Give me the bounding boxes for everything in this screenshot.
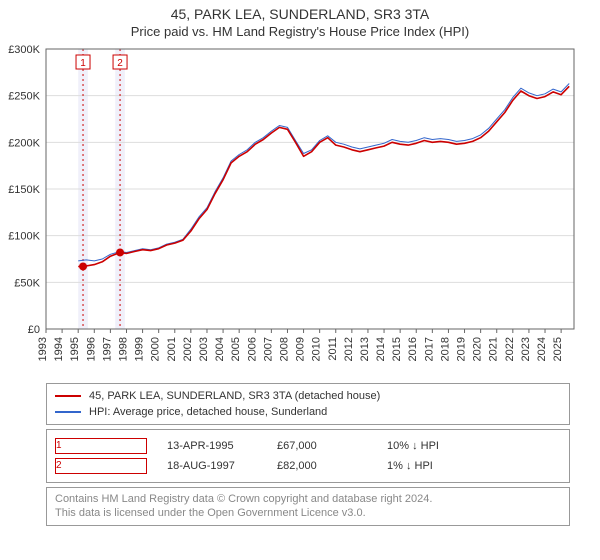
svg-text:2018: 2018	[439, 337, 451, 361]
svg-text:£0: £0	[28, 324, 40, 336]
svg-text:£50K: £50K	[14, 277, 40, 289]
svg-text:2000: 2000	[150, 337, 162, 361]
marker-badge: 1	[55, 438, 147, 454]
svg-text:2002: 2002	[182, 337, 194, 361]
legend-row: HPI: Average price, detached house, Sund…	[55, 404, 561, 420]
svg-text:2020: 2020	[472, 337, 484, 361]
chart-svg: £0 £50K £100K £150K £200K £250K £300K 1 2 1993 199…	[0, 39, 600, 379]
svg-text:1996: 1996	[85, 337, 97, 361]
svg-text:2014: 2014	[375, 337, 387, 361]
svg-text:2023: 2023	[520, 337, 532, 361]
svg-text:2016: 2016	[407, 337, 419, 361]
footer-line: This data is licensed under the Open Gov…	[55, 506, 561, 520]
legend-swatch-icon	[55, 411, 81, 413]
svg-text:£250K: £250K	[8, 91, 40, 103]
svg-text:2022: 2022	[504, 337, 516, 361]
svg-text:1993: 1993	[37, 337, 49, 361]
chart-area: £0 £50K £100K £150K £200K £250K £300K 1 2 1993 199…	[0, 39, 600, 379]
legend-box: 45, PARK LEA, SUNDERLAND, SR3 3TA (detac…	[46, 383, 570, 425]
legend-label: HPI: Average price, detached house, Sund…	[89, 406, 327, 418]
svg-text:£300K: £300K	[8, 44, 40, 56]
legend-swatch-icon	[55, 395, 81, 397]
legend-row: 45, PARK LEA, SUNDERLAND, SR3 3TA (detac…	[55, 388, 561, 404]
chart-title: 45, PARK LEA, SUNDERLAND, SR3 3TA	[0, 6, 600, 22]
svg-text:£100K: £100K	[8, 231, 40, 243]
svg-text:2001: 2001	[166, 337, 178, 361]
chart-subtitle: Price paid vs. HM Land Registry's House …	[0, 24, 600, 39]
svg-text:2009: 2009	[295, 337, 307, 361]
transaction-price: £67,000	[277, 440, 367, 452]
svg-text:1: 1	[80, 58, 86, 69]
svg-text:£200K: £200K	[8, 137, 40, 149]
svg-text:2: 2	[117, 58, 123, 69]
svg-text:1994: 1994	[53, 337, 65, 361]
svg-text:2012: 2012	[343, 337, 355, 361]
transaction-row: 2 18-AUG-1997 £82,000 1% ↓ HPI	[55, 456, 561, 476]
svg-text:£150K: £150K	[8, 184, 40, 196]
svg-text:1998: 1998	[117, 337, 129, 361]
svg-text:2006: 2006	[246, 337, 258, 361]
svg-text:2017: 2017	[423, 337, 435, 361]
svg-text:2013: 2013	[359, 337, 371, 361]
svg-text:2007: 2007	[262, 337, 274, 361]
svg-text:2011: 2011	[327, 337, 339, 361]
svg-text:2024: 2024	[536, 337, 548, 361]
svg-text:2010: 2010	[311, 337, 323, 361]
marker-badge: 2	[55, 458, 147, 474]
svg-text:2021: 2021	[488, 337, 500, 361]
transaction-delta: 1% ↓ HPI	[387, 460, 477, 472]
transaction-row: 1 13-APR-1995 £67,000 10% ↓ HPI	[55, 436, 561, 456]
svg-text:2005: 2005	[230, 337, 242, 361]
svg-text:1999: 1999	[134, 337, 146, 361]
transaction-delta: 10% ↓ HPI	[387, 440, 477, 452]
svg-text:2003: 2003	[198, 337, 210, 361]
transaction-date: 13-APR-1995	[167, 440, 257, 452]
svg-text:1997: 1997	[101, 337, 113, 361]
legend-label: 45, PARK LEA, SUNDERLAND, SR3 3TA (detac…	[89, 390, 380, 402]
svg-text:2025: 2025	[552, 337, 564, 361]
title-block: 45, PARK LEA, SUNDERLAND, SR3 3TA Price …	[0, 0, 600, 39]
svg-text:2008: 2008	[278, 337, 290, 361]
svg-text:1995: 1995	[69, 337, 81, 361]
footer-box: Contains HM Land Registry data © Crown c…	[46, 487, 570, 526]
svg-text:2015: 2015	[391, 337, 403, 361]
svg-text:2004: 2004	[214, 337, 226, 361]
svg-text:2019: 2019	[456, 337, 468, 361]
transaction-price: £82,000	[277, 460, 367, 472]
transaction-date: 18-AUG-1997	[167, 460, 257, 472]
footer-line: Contains HM Land Registry data © Crown c…	[55, 492, 561, 506]
transactions-box: 1 13-APR-1995 £67,000 10% ↓ HPI 2 18-AUG…	[46, 429, 570, 483]
